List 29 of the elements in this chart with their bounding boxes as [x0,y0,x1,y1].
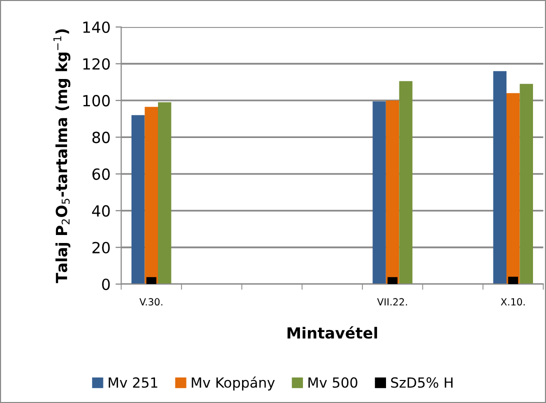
bar [144,106,158,284]
y-tick-label: 140 [83,21,110,34]
bar [493,71,506,284]
legend-label: SzD5% H [391,377,453,388]
y-tick-label: 120 [83,58,110,70]
y-tick-label: 20 [92,242,110,254]
bar [520,84,534,284]
bar [131,115,145,284]
bar [372,101,386,284]
bar [399,81,412,284]
bar [146,277,156,284]
bar [388,277,398,284]
y-tick-label: 60 [92,168,110,180]
bar [506,93,520,284]
x-tick-label: VII.22. [377,298,407,306]
legend-label: Mv Koppány [192,376,275,390]
x-axis-title: Mintavétel [288,326,378,339]
y-tick-label: 0 [102,278,110,290]
x-tick-label: V.30. [139,298,162,306]
legend-label: Mv 251 [108,377,158,388]
bar [158,102,172,284]
legend-label: Mv 500 [308,377,358,388]
bar [386,100,400,284]
x-tick-label: X.10. [500,298,525,306]
y-tick-label: 80 [92,132,110,144]
bar [508,276,518,284]
y-axis-title: Talaj P$_{2}$O$_{5}$-tartalma (mg kg$^{−1}$) [53,29,70,284]
y-tick-label: 100 [83,94,110,106]
y-tick-label: 40 [92,205,110,217]
